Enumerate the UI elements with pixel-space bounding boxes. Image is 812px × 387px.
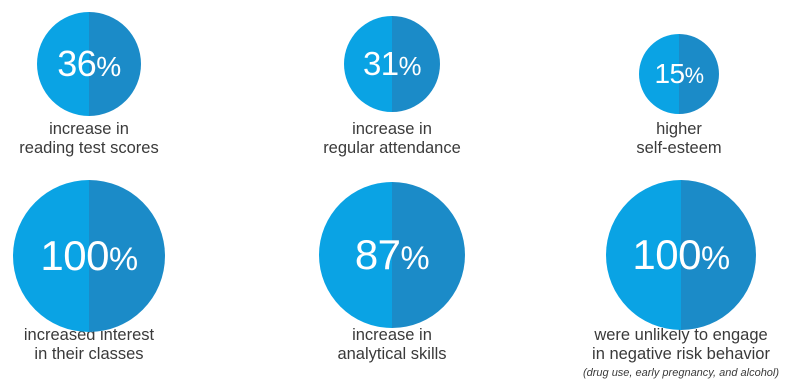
stat-reading-scores: 36% increase in reading test scores <box>0 12 214 158</box>
stat-value: 100 <box>632 231 701 278</box>
stat-unit: % <box>684 63 704 88</box>
stat-value: 100 <box>40 232 109 279</box>
stat-unit: % <box>400 239 430 276</box>
stat-label: increase in regular attendance <box>323 120 461 157</box>
stat-self-esteem: 15% higher self-esteem <box>554 12 804 158</box>
stat-label: increased interest in their classes <box>23 326 155 363</box>
stat-unit: % <box>398 53 422 81</box>
stat-value: 36 <box>57 43 97 84</box>
stat-circle: 100% <box>606 180 756 330</box>
stat-interest-classes: 100% increased interest in their classes <box>0 180 214 364</box>
stat-unit: % <box>108 240 138 277</box>
stat-circle: 15% <box>639 34 719 114</box>
stat-label: were unlikely to engage in negative risk… <box>592 326 770 363</box>
stat-attendance: 31% increase in regular attendance <box>267 12 517 158</box>
stat-circle: 31% <box>344 16 440 112</box>
stat-value: 31 <box>362 45 399 82</box>
stat-unit: % <box>700 239 730 276</box>
stat-value: 87 <box>354 231 401 278</box>
stat-circle: 36% <box>37 12 141 116</box>
stat-unit: % <box>96 51 121 82</box>
stat-footnote: (drug use, early pregnancy, and alcohol) <box>582 367 780 379</box>
stat-label: increase in analytical skills <box>337 326 447 363</box>
stat-risk-behavior: 100% were unlikely to engage in negative… <box>556 180 806 380</box>
stat-value: 15 <box>654 58 685 89</box>
stat-label: increase in reading test scores <box>19 120 159 157</box>
stat-label: higher self-esteem <box>636 120 722 157</box>
stat-circle: 87% <box>319 182 465 328</box>
stat-circle: 100% <box>13 180 165 332</box>
stat-analytical-skills: 87% increase in analytical skills <box>267 180 517 364</box>
